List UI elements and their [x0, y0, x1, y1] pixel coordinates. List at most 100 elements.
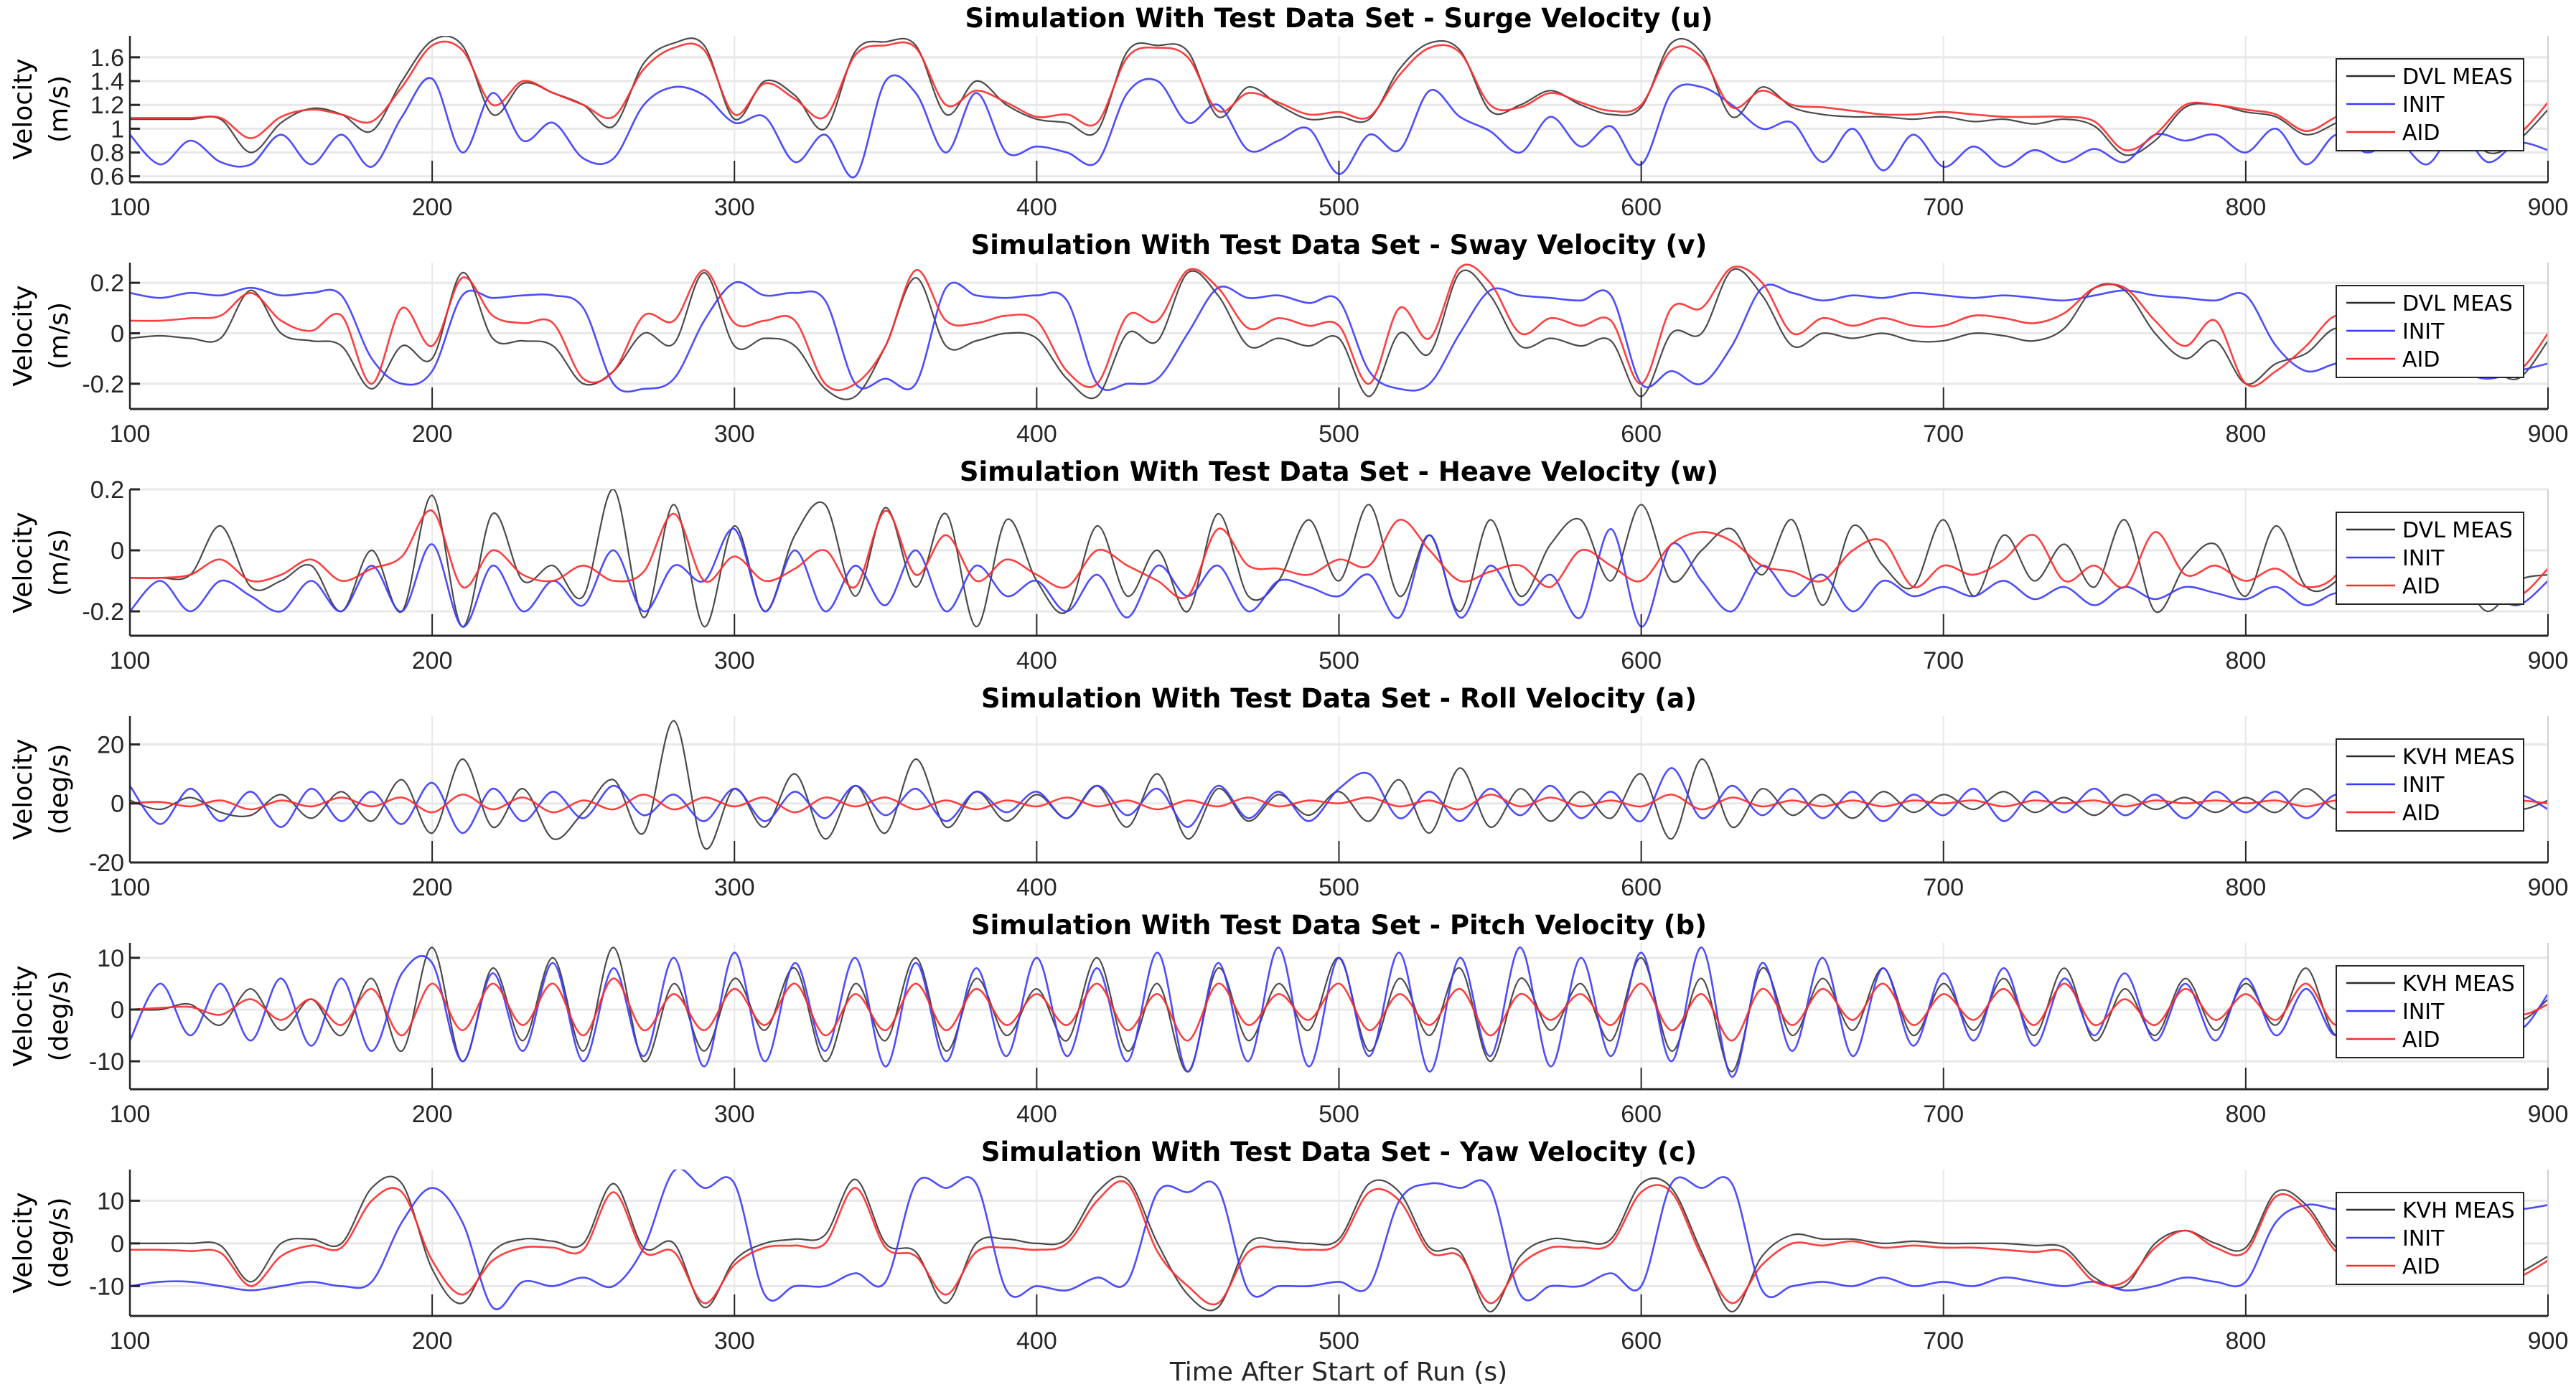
legend-label: AID — [2402, 1027, 2440, 1053]
legend-label: INIT — [2402, 93, 2445, 118]
x-tick-label: 300 — [714, 194, 755, 221]
subplot-title: Simulation With Test Data Set - Pitch Ve… — [971, 910, 1707, 941]
x-tick-label: 100 — [110, 874, 151, 901]
legend: KVH MEAS INIT AID — [2336, 1192, 2524, 1285]
y-axis-label: (m/s) — [45, 302, 74, 370]
x-tick-label: 600 — [1621, 1327, 1662, 1355]
x-tick-label: 200 — [412, 194, 453, 221]
x-tick-label: 200 — [412, 1101, 453, 1128]
series-line-init — [130, 1170, 2548, 1310]
y-tick-label: 0.8 — [90, 140, 124, 167]
legend-label: DVL MEAS — [2402, 65, 2513, 90]
x-tick-label: 600 — [1621, 1101, 1662, 1128]
x-tick-label: 500 — [1319, 194, 1359, 221]
y-axis-label: (deg/s) — [45, 1198, 74, 1289]
series-line-kvh-meas — [130, 720, 2548, 850]
y-axis-label: Velocity — [9, 58, 38, 159]
y-tick-label: 0 — [111, 320, 124, 347]
x-tick-label: 800 — [2226, 1101, 2267, 1128]
series-line-init — [130, 527, 2548, 628]
x-tick-label: 300 — [714, 1101, 755, 1128]
y-tick-label: 0.2 — [90, 270, 124, 297]
legend-label: KVH MEAS — [2402, 1198, 2515, 1223]
x-tick-label: 400 — [1016, 1327, 1057, 1355]
x-tick-label: 200 — [412, 647, 453, 674]
legend-label: INIT — [2402, 319, 2445, 344]
y-axis-label: (deg/s) — [45, 744, 74, 835]
legend-label: KVH MEAS — [2402, 972, 2515, 997]
series-group — [130, 1170, 2548, 1313]
x-tick-label: 900 — [2528, 874, 2569, 901]
x-tick-label: 800 — [2226, 647, 2267, 674]
series-line-aid — [130, 1180, 2548, 1306]
x-tick-label: 500 — [1319, 1327, 1359, 1355]
x-tick-label: 700 — [1923, 874, 1964, 901]
x-tick-label: 600 — [1621, 874, 1662, 901]
x-tick-label: 200 — [412, 1327, 453, 1355]
x-tick-label: 100 — [110, 647, 151, 674]
series-line-init — [130, 281, 2548, 393]
y-axis-label: Velocity — [9, 285, 38, 386]
legend-label: INIT — [2402, 1000, 2445, 1025]
y-tick-label: 0 — [111, 1231, 124, 1258]
y-axis-label: Velocity — [9, 1192, 38, 1293]
legend-label: AID — [2402, 801, 2440, 826]
x-tick-label: 500 — [1319, 647, 1359, 674]
y-tick-label: 1.6 — [90, 44, 124, 72]
legend-label: AID — [2402, 574, 2440, 599]
x-tick-label: 800 — [2226, 194, 2267, 221]
x-tick-label: 900 — [2528, 1101, 2569, 1128]
y-tick-label: 0 — [111, 791, 124, 818]
y-tick-label: -10 — [89, 1048, 124, 1076]
y-tick-label: -0.2 — [82, 371, 124, 398]
y-tick-label: 1 — [111, 116, 124, 143]
x-tick-label: 500 — [1319, 1101, 1359, 1128]
x-tick-label: 300 — [714, 647, 755, 674]
x-tick-label: 400 — [1016, 194, 1057, 221]
x-tick-label: 400 — [1016, 647, 1057, 674]
x-tick-label: 300 — [714, 1327, 755, 1355]
series-group — [130, 36, 2548, 179]
legend-label: INIT — [2402, 1226, 2445, 1251]
subplot-roll: 100 200 300 400 500 600 700 800 900 -20 0 20 Simulat… — [9, 683, 2568, 901]
y-tick-label: 0 — [111, 997, 124, 1024]
legend-label: INIT — [2402, 773, 2445, 798]
series-line-aid — [130, 40, 2548, 151]
x-tick-label: 100 — [110, 1327, 151, 1355]
y-tick-label: 1.4 — [90, 68, 124, 95]
y-tick-label: 0.2 — [90, 476, 124, 504]
series-line-aid — [130, 794, 2548, 814]
series-line-init — [130, 74, 2548, 179]
x-tick-label: 400 — [1016, 1101, 1057, 1128]
x-tick-label: 400 — [1016, 874, 1057, 901]
legend: DVL MEAS INIT AID — [2336, 512, 2524, 605]
legend: DVL MEAS INIT AID — [2336, 285, 2524, 378]
subplot-pitch: 100 200 300 400 500 600 700 800 900 -10 0 10 Simulat… — [9, 910, 2568, 1128]
subplot-title: Simulation With Test Data Set - Heave Ve… — [960, 456, 1718, 487]
series-line-kvh-meas — [130, 1175, 2548, 1313]
series-line-init — [130, 767, 2548, 834]
x-tick-label: 300 — [714, 874, 755, 901]
subplot-sway: 100 200 300 400 500 600 700 800 900 -0.2 0 0.2 Simul… — [9, 230, 2568, 448]
y-axis-label: Velocity — [9, 965, 38, 1066]
subplot-title: Simulation With Test Data Set - Sway Vel… — [971, 230, 1708, 260]
legend-label: AID — [2402, 1254, 2440, 1279]
series-group — [130, 263, 2548, 400]
legend-label: KVH MEAS — [2402, 745, 2515, 770]
y-axis-label: (m/s) — [45, 529, 74, 596]
series-group — [130, 720, 2548, 850]
x-tick-label: 800 — [2226, 420, 2267, 448]
subplot-surge: 100 200 300 400 500 600 700 800 900 0.60.811.21.4… — [9, 3, 2568, 221]
subplot-yaw: 100 200 300 400 500 600 700 800 900 -10 0 10 Simulat… — [9, 1137, 2568, 1355]
x-tick-label: 400 — [1016, 420, 1057, 448]
y-tick-label: 0.6 — [90, 164, 124, 191]
y-tick-label: -10 — [89, 1273, 124, 1300]
legend: DVL MEAS INIT AID — [2336, 58, 2524, 151]
subplot-title: Simulation With Test Data Set - Roll Vel… — [981, 683, 1697, 714]
x-tick-label: 700 — [1923, 1101, 1964, 1128]
x-tick-label: 800 — [2226, 1327, 2267, 1355]
x-tick-label: 200 — [412, 420, 453, 448]
series-line-aid — [130, 263, 2548, 391]
x-tick-label: 600 — [1621, 647, 1662, 674]
